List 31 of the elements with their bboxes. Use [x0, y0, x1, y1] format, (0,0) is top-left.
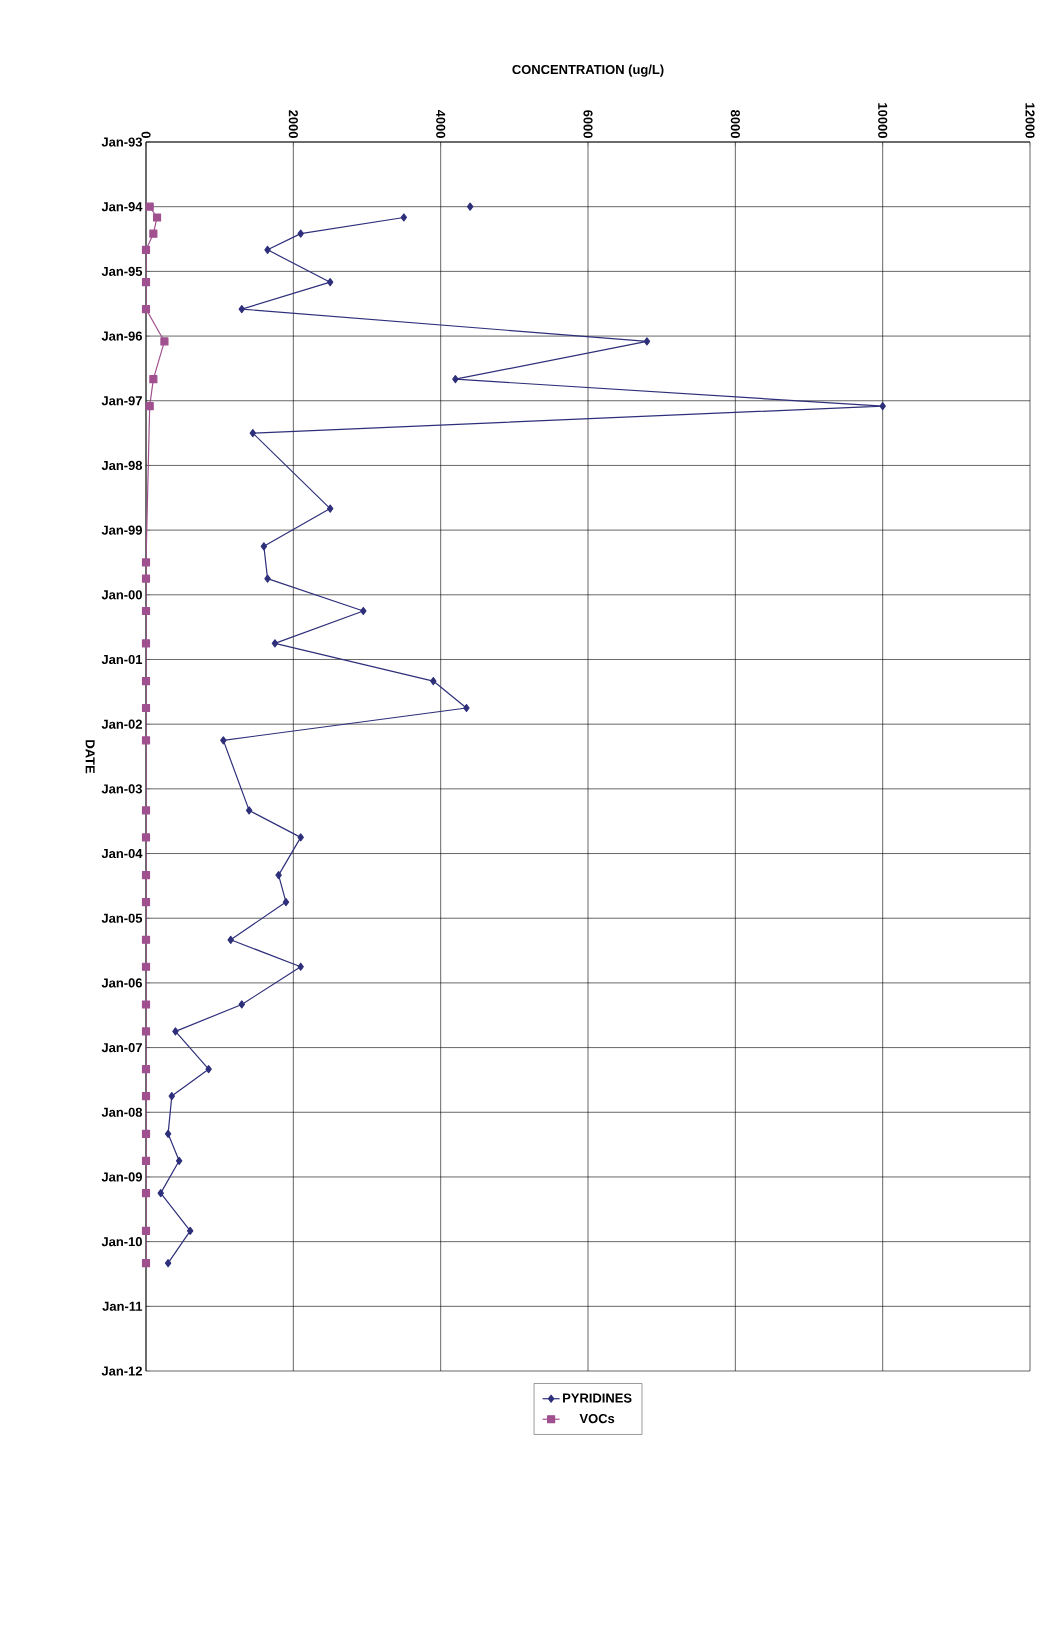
y-tick-label: Jan-09 — [101, 1172, 142, 1182]
y-tick-label: Jan-08 — [101, 1107, 143, 1117]
y-axis-title: DATE — [85, 740, 95, 774]
x-axis-title: CONCENTRATION (ug/L) — [512, 64, 664, 77]
x-tick-label: 8000 — [730, 110, 740, 138]
y-tick-label: Jan-00 — [101, 590, 142, 600]
y-tick-label: Jan-99 — [101, 525, 142, 535]
x-tick-label: 6000 — [583, 110, 593, 138]
y-tick-label: Jan-06 — [101, 978, 143, 988]
legend-label: VOCs — [579, 1413, 615, 1424]
y-tick-label: Jan-94 — [101, 202, 143, 212]
x-tick-label: 0 — [141, 131, 151, 138]
y-tick-label: Jan-10 — [101, 1237, 142, 1247]
y-tick-label: Jan-01 — [101, 654, 143, 665]
x-tick-label: 12000 — [1025, 103, 1035, 138]
x-tick-label: 10000 — [878, 103, 888, 138]
y-tick-label: Jan-04 — [101, 848, 143, 859]
y-tick-label: Jan-98 — [101, 460, 143, 471]
x-tick-label: 4000 — [436, 109, 446, 138]
legend-label: PYRIDINES — [563, 1393, 632, 1403]
y-tick-label: Jan-93 — [101, 137, 143, 147]
y-tick-label: Jan-02 — [101, 719, 142, 729]
y-tick-label: Jan-12 — [101, 1366, 142, 1376]
y-tick-label: Jan-03 — [101, 784, 143, 794]
y-tick-label: Jan-97 — [101, 396, 142, 406]
y-tick-label: Jan-05 — [101, 913, 143, 923]
x-tick-label: 2000 — [288, 110, 298, 138]
y-tick-label: Jan-11 — [102, 1301, 143, 1311]
y-tick-label: Jan-95 — [101, 266, 143, 276]
y-tick-label: Jan-07 — [101, 1043, 142, 1053]
y-tick-label: Jan-96 — [101, 331, 143, 341]
